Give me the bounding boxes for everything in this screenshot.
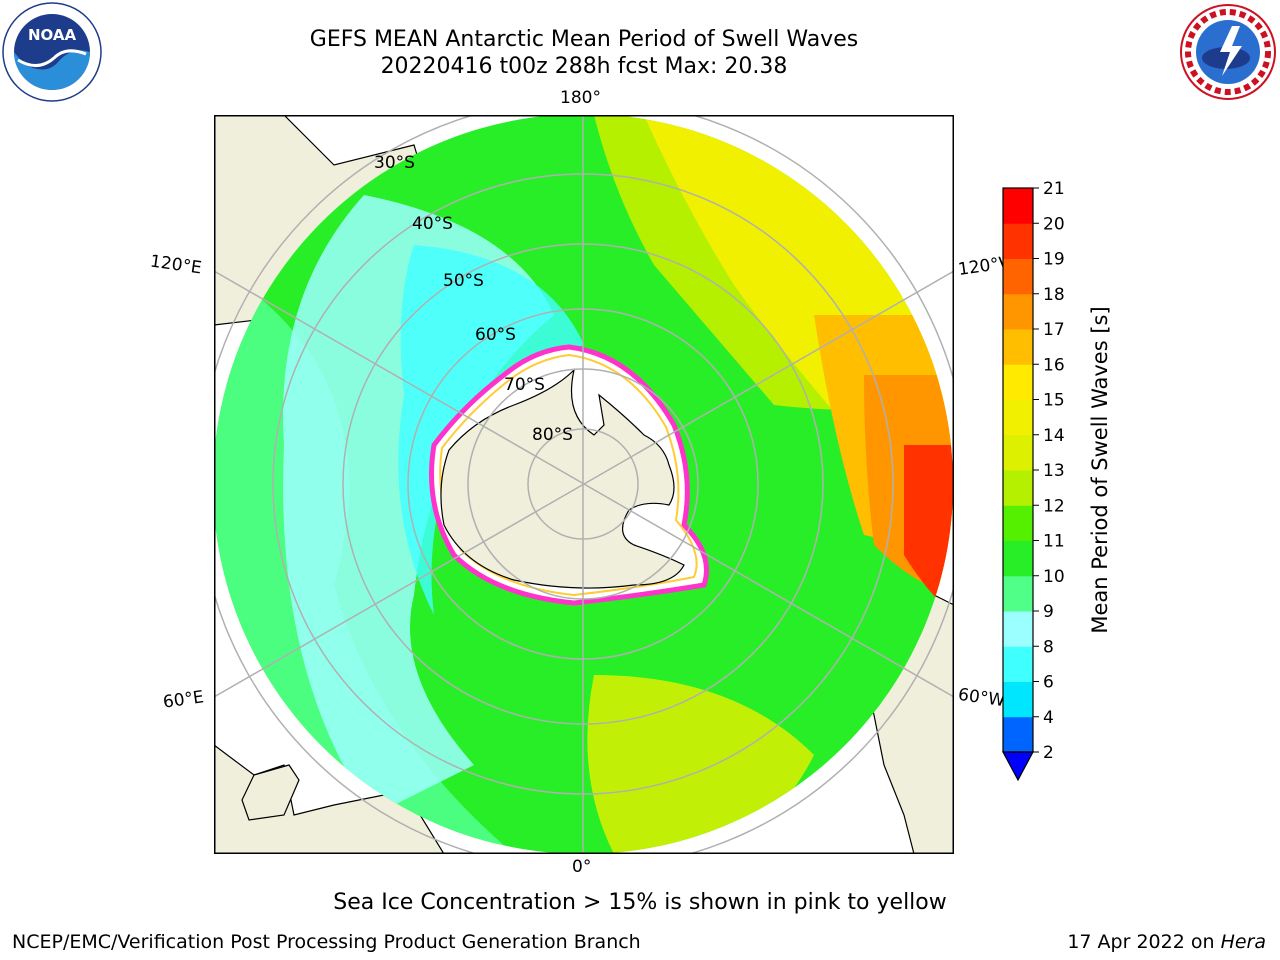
colorbar-segment [1003,223,1033,259]
colorbar-tick-label: 6 [1043,673,1054,693]
lon-label-120e: 120°E [148,251,203,279]
colorbar-segment [1003,540,1033,577]
colorbar-segment [1003,575,1033,612]
colorbar-label: Mean Period of Swell Waves [s] [1088,306,1112,634]
lat-label-60s: 60°S [475,325,516,345]
lon-label-60e: 60°E [161,687,206,713]
lat-label-70s: 70°S [504,375,545,395]
colorbar: 2 4 6 8 9 10 11 12 13 14 15 16 17 18 19 20 21 [1001,180,1065,782]
colorbar-tick-label: 14 [1043,426,1065,446]
colorbar-segment [1003,646,1033,682]
colorbar-tick-label: 9 [1043,602,1054,622]
colorbar-segment [1003,364,1033,400]
antarctica-land [440,368,685,589]
producer-credit: NCEP/EMC/Verification Post Processing Pr… [12,931,641,953]
colorbar-segment [1003,681,1033,718]
sea-ice-note: Sea Ice Concentration > 15% is shown in … [333,890,947,915]
colorbar-label-wrap: Mean Period of Swell Waves [s] [1082,190,1118,750]
colorbar-tick-label: 21 [1043,180,1065,199]
machine-name: Hera [1220,931,1266,953]
antarctic-map: 30°S 40°S 50°S 60°S 70°S 80°S [214,115,954,854]
colorbar-tick-label: 20 [1043,214,1065,234]
map-frame [214,115,954,854]
colorbar-tick-label: 18 [1043,285,1065,305]
colorbar-tick-label: 8 [1043,637,1054,657]
lat-label-80s: 80°S [532,425,573,445]
colorbar-segment [1003,470,1033,506]
colorbar-tick-label: 17 [1043,320,1065,340]
swell-zone-6 [398,245,584,615]
colorbar-segment [1003,611,1033,647]
map-title: GEFS MEAN Antarctic Mean Period of Swell… [309,27,859,52]
noaa-logo: NOAA [2,2,102,102]
colorbar-tick-label: 12 [1043,496,1065,516]
colorbar-segment [1003,716,1033,753]
colorbar-tick-label: 4 [1043,708,1054,728]
madagascar-land [241,764,300,821]
map-subtitle: 20220416 t00z 288h fcst Max: 20.38 [380,54,788,79]
swell-zone-20 [904,445,953,615]
swell-zone-13-south [587,675,814,854]
noaa-logo-text: NOAA [28,26,77,44]
lon-label-0: 0° [572,857,592,877]
colorbar-tick-label: 10 [1043,567,1065,587]
graticule [214,115,954,854]
colorbar-tick-label: 2 [1043,743,1054,763]
colorbar-segment [1003,293,1033,330]
colorbar-segment [1003,505,1033,541]
colorbar-tick-label: 19 [1043,250,1065,270]
lat-label-30s: 30°S [374,153,415,173]
colorbar-segment [1003,258,1033,295]
colorbar-tick-label: 16 [1043,355,1065,375]
colorbar-segment [1003,329,1033,365]
lat-label-50s: 50°S [443,271,484,291]
colorbar-segment [1003,188,1033,224]
date-text: 17 Apr 2022 on [1067,931,1215,953]
colorbar-segment [1003,399,1033,436]
colorbar-tick-label: 15 [1043,391,1065,411]
lat-label-40s: 40°S [412,214,453,234]
colorbar-tick-label: 13 [1043,461,1065,481]
generation-date: 17 Apr 2022 on Hera [1067,931,1266,953]
colorbar-segment [1003,434,1033,471]
lon-label-180: 180° [560,88,601,108]
nws-logo [1180,4,1276,100]
colorbar-under-arrow [1001,751,1035,782]
sea-ice-inner-edge [439,353,698,597]
colorbar-tick-label: 11 [1043,532,1065,552]
